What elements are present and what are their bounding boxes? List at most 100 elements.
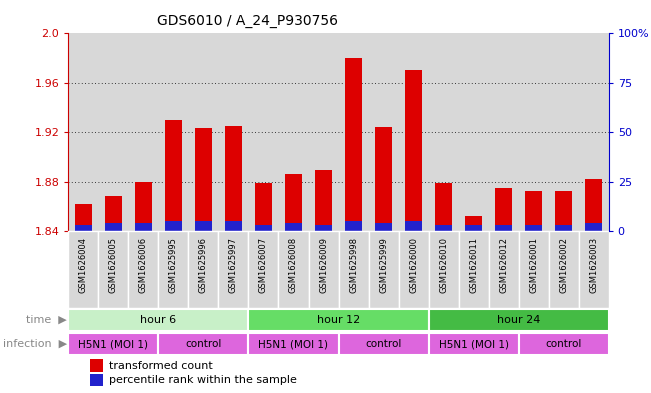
Bar [188, 33, 219, 231]
Bar [315, 171, 332, 231]
Bar [285, 174, 302, 231]
Text: GSM1626000: GSM1626000 [409, 237, 418, 293]
FancyBboxPatch shape [158, 231, 188, 308]
FancyBboxPatch shape [339, 333, 428, 355]
Bar [585, 179, 602, 231]
Text: H5N1 (MOI 1): H5N1 (MOI 1) [439, 339, 508, 349]
Text: GSM1626002: GSM1626002 [559, 237, 568, 293]
Text: GSM1626012: GSM1626012 [499, 237, 508, 293]
FancyBboxPatch shape [458, 231, 489, 308]
Bar [105, 196, 122, 231]
Bar [75, 204, 92, 231]
FancyBboxPatch shape [579, 231, 609, 308]
Bar [436, 183, 452, 231]
Bar [90, 360, 104, 372]
FancyBboxPatch shape [519, 333, 609, 355]
FancyBboxPatch shape [219, 231, 249, 308]
FancyBboxPatch shape [128, 231, 158, 308]
Text: GSM1626008: GSM1626008 [289, 237, 298, 293]
Bar [579, 33, 609, 231]
FancyBboxPatch shape [68, 309, 249, 331]
Bar [315, 225, 332, 231]
Bar [436, 225, 452, 231]
Text: infection  ▶: infection ▶ [3, 339, 67, 349]
Bar [375, 223, 392, 231]
Bar [90, 374, 104, 386]
Bar [135, 223, 152, 231]
FancyBboxPatch shape [368, 231, 398, 308]
Text: GSM1625998: GSM1625998 [349, 237, 358, 293]
Bar [98, 33, 128, 231]
Text: GSM1625999: GSM1625999 [379, 237, 388, 293]
Bar [458, 33, 489, 231]
FancyBboxPatch shape [339, 231, 368, 308]
Bar [345, 221, 362, 231]
Bar [495, 225, 512, 231]
Bar [219, 33, 249, 231]
Bar [465, 216, 482, 231]
FancyBboxPatch shape [98, 231, 128, 308]
FancyBboxPatch shape [279, 231, 309, 308]
Bar [406, 70, 422, 231]
Text: GSM1625997: GSM1625997 [229, 237, 238, 293]
Bar [165, 221, 182, 231]
Bar [489, 33, 519, 231]
Bar [368, 33, 398, 231]
Text: hour 24: hour 24 [497, 315, 540, 325]
Bar [555, 225, 572, 231]
Text: GSM1626009: GSM1626009 [319, 237, 328, 293]
Text: H5N1 (MOI 1): H5N1 (MOI 1) [78, 339, 148, 349]
Bar [195, 221, 212, 231]
Bar [158, 33, 188, 231]
Text: GSM1626010: GSM1626010 [439, 237, 448, 293]
Bar [279, 33, 309, 231]
Bar [525, 225, 542, 231]
FancyBboxPatch shape [249, 333, 339, 355]
FancyBboxPatch shape [158, 333, 249, 355]
Bar [555, 191, 572, 231]
Text: percentile rank within the sample: percentile rank within the sample [109, 375, 297, 385]
FancyBboxPatch shape [428, 333, 519, 355]
FancyBboxPatch shape [398, 231, 428, 308]
Bar [519, 33, 549, 231]
Bar [249, 33, 279, 231]
Bar [428, 33, 458, 231]
Text: GSM1626005: GSM1626005 [109, 237, 118, 293]
Bar [406, 221, 422, 231]
Bar [128, 33, 158, 231]
FancyBboxPatch shape [428, 309, 609, 331]
FancyBboxPatch shape [428, 231, 458, 308]
Text: GSM1625996: GSM1625996 [199, 237, 208, 293]
Text: GSM1625995: GSM1625995 [169, 237, 178, 293]
Bar [585, 223, 602, 231]
Bar [75, 225, 92, 231]
Bar [225, 126, 242, 231]
Bar [105, 223, 122, 231]
Bar [495, 188, 512, 231]
Text: hour 6: hour 6 [141, 315, 176, 325]
Bar [68, 33, 98, 231]
Bar [345, 58, 362, 231]
Bar [339, 33, 368, 231]
Text: GSM1626007: GSM1626007 [259, 237, 268, 293]
Bar [255, 225, 271, 231]
FancyBboxPatch shape [519, 231, 549, 308]
FancyBboxPatch shape [309, 231, 339, 308]
FancyBboxPatch shape [68, 231, 98, 308]
Text: GSM1626006: GSM1626006 [139, 237, 148, 293]
Bar [465, 225, 482, 231]
Bar [309, 33, 339, 231]
Bar [398, 33, 428, 231]
Bar [285, 223, 302, 231]
Bar [225, 221, 242, 231]
Text: GSM1626004: GSM1626004 [79, 237, 88, 293]
Text: GSM1626003: GSM1626003 [589, 237, 598, 293]
Text: control: control [365, 339, 402, 349]
Bar [375, 127, 392, 231]
Text: H5N1 (MOI 1): H5N1 (MOI 1) [258, 339, 329, 349]
FancyBboxPatch shape [188, 231, 219, 308]
Bar [135, 182, 152, 231]
FancyBboxPatch shape [489, 231, 519, 308]
FancyBboxPatch shape [68, 333, 158, 355]
Bar [195, 129, 212, 231]
